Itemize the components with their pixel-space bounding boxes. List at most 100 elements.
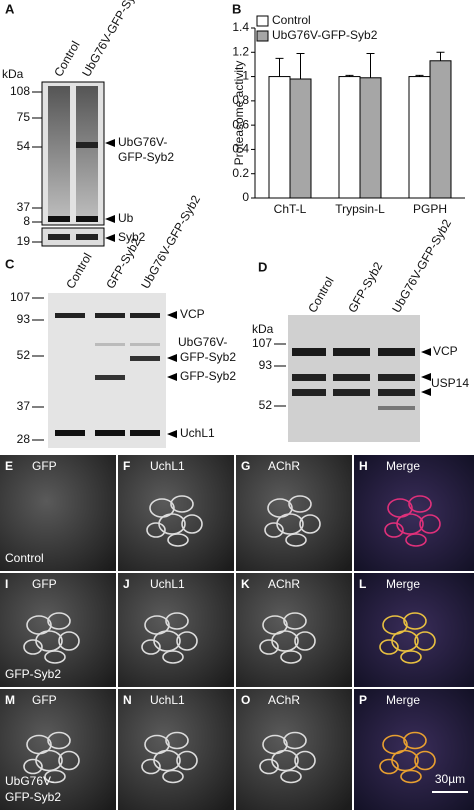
stain-label: Merge — [386, 577, 420, 591]
bar — [359, 77, 382, 199]
marker-label: 37 — [17, 200, 31, 214]
micrograph — [0, 689, 116, 810]
band-label: GFP-Syb2 — [180, 350, 236, 364]
synapse — [379, 731, 436, 784]
synapse-ring — [162, 769, 184, 784]
y-tick-label: 0.4 — [232, 142, 249, 156]
marker-label: 107 — [10, 290, 30, 304]
arrow — [105, 139, 115, 147]
panel-label: O — [241, 693, 250, 707]
marker-label: 52 — [259, 398, 273, 412]
synapse-ring — [162, 650, 184, 664]
panel-label: L — [359, 577, 366, 591]
synapse-ring — [264, 522, 284, 538]
synapse-ring — [23, 758, 43, 775]
synapse-ring — [403, 731, 427, 750]
row-caption: Control — [5, 551, 44, 565]
panel-label: H — [359, 459, 368, 473]
synapse — [379, 612, 436, 664]
synapse-ring — [165, 612, 189, 630]
lane-label: Control — [63, 251, 94, 292]
synapse-ring — [280, 650, 302, 664]
panel-label: C — [5, 256, 15, 271]
band-label: VCP — [433, 344, 458, 358]
synapse — [259, 612, 316, 664]
marker-label: 107 — [252, 336, 272, 350]
stain-label: GFP — [32, 693, 57, 707]
synapse-ring — [384, 522, 404, 538]
kda-label: kDa — [2, 67, 24, 81]
arrow — [167, 354, 177, 362]
lane-label: GFP-Syb2 — [345, 259, 385, 315]
x-tick-label: PGPH — [413, 202, 447, 216]
synapse — [146, 495, 203, 547]
x-tick-label: ChT-L — [274, 202, 307, 216]
error-bar — [366, 53, 375, 78]
band-label: GFP-Syb2 — [180, 369, 236, 383]
marker-label: 52 — [17, 348, 31, 362]
synapse-ring — [379, 758, 399, 775]
y-tick-label: 0 — [242, 190, 249, 204]
error-bar — [296, 53, 305, 79]
error-bar — [345, 74, 354, 77]
lane-label: UbG76V-GFP-Syb2 — [138, 193, 203, 292]
marker-label: 37 — [17, 399, 31, 413]
legend-swatch — [256, 30, 269, 42]
synapse-ring — [58, 750, 80, 771]
synapse-ring — [288, 495, 312, 513]
y-tick-label: 1.4 — [232, 20, 249, 34]
micrograph — [0, 573, 116, 687]
synapse-ring — [176, 631, 198, 651]
x-tick-label: Trypsin-L — [335, 202, 385, 216]
synapse-ring — [400, 650, 422, 664]
blot-c — [48, 293, 166, 448]
stain-label: GFP — [32, 577, 57, 591]
micrograph — [118, 455, 234, 571]
row-caption: GFP-Syb2 — [5, 667, 61, 681]
micrograph — [236, 573, 352, 687]
micrograph — [236, 689, 352, 810]
synapse-ring — [405, 533, 427, 547]
y-axis-label: Proteasome activity — [232, 61, 246, 166]
synapse-ring — [408, 495, 432, 513]
panel-label: N — [123, 693, 132, 707]
panel-label: G — [241, 459, 250, 473]
synapse-ring — [294, 750, 316, 771]
micrograph — [0, 455, 116, 571]
lane-label: UbG76V-GFP-Syb2 — [389, 217, 454, 316]
synapse — [23, 612, 80, 664]
arrow — [167, 430, 177, 438]
band-label: Syb2 — [118, 230, 146, 244]
marker-label: 108 — [10, 84, 30, 98]
arrow — [421, 388, 431, 396]
synapse-ring — [141, 639, 161, 655]
y-tick-label: 0.8 — [232, 93, 249, 107]
marker-label: 54 — [17, 139, 31, 153]
synapse-ring — [259, 758, 279, 775]
band-label: UbG76V- — [178, 335, 227, 349]
arrow — [105, 215, 115, 223]
band-label: UchL1 — [180, 426, 215, 440]
micrograph — [354, 455, 474, 571]
error-bar — [436, 51, 445, 61]
synapse-ring — [146, 522, 166, 538]
synapse-ring — [414, 631, 436, 651]
synapse-ring — [165, 731, 189, 750]
synapse-ring — [170, 495, 194, 513]
stain-label: Merge — [386, 693, 420, 707]
bar — [268, 76, 291, 199]
stain-label: AChR — [268, 577, 300, 591]
panel-label: K — [241, 577, 250, 591]
bar — [408, 76, 431, 199]
synapse-ring — [400, 769, 422, 784]
error-bar — [415, 74, 424, 77]
synapse-ring — [259, 639, 279, 655]
synapse-ring — [283, 731, 307, 750]
micrograph — [118, 689, 234, 810]
panel-label: I — [5, 577, 8, 591]
lane-label: Control — [305, 275, 336, 316]
synapse-ring — [294, 631, 316, 651]
synapse — [141, 612, 198, 664]
lane-label: Control — [51, 39, 82, 80]
legend-label: Control — [272, 13, 311, 27]
